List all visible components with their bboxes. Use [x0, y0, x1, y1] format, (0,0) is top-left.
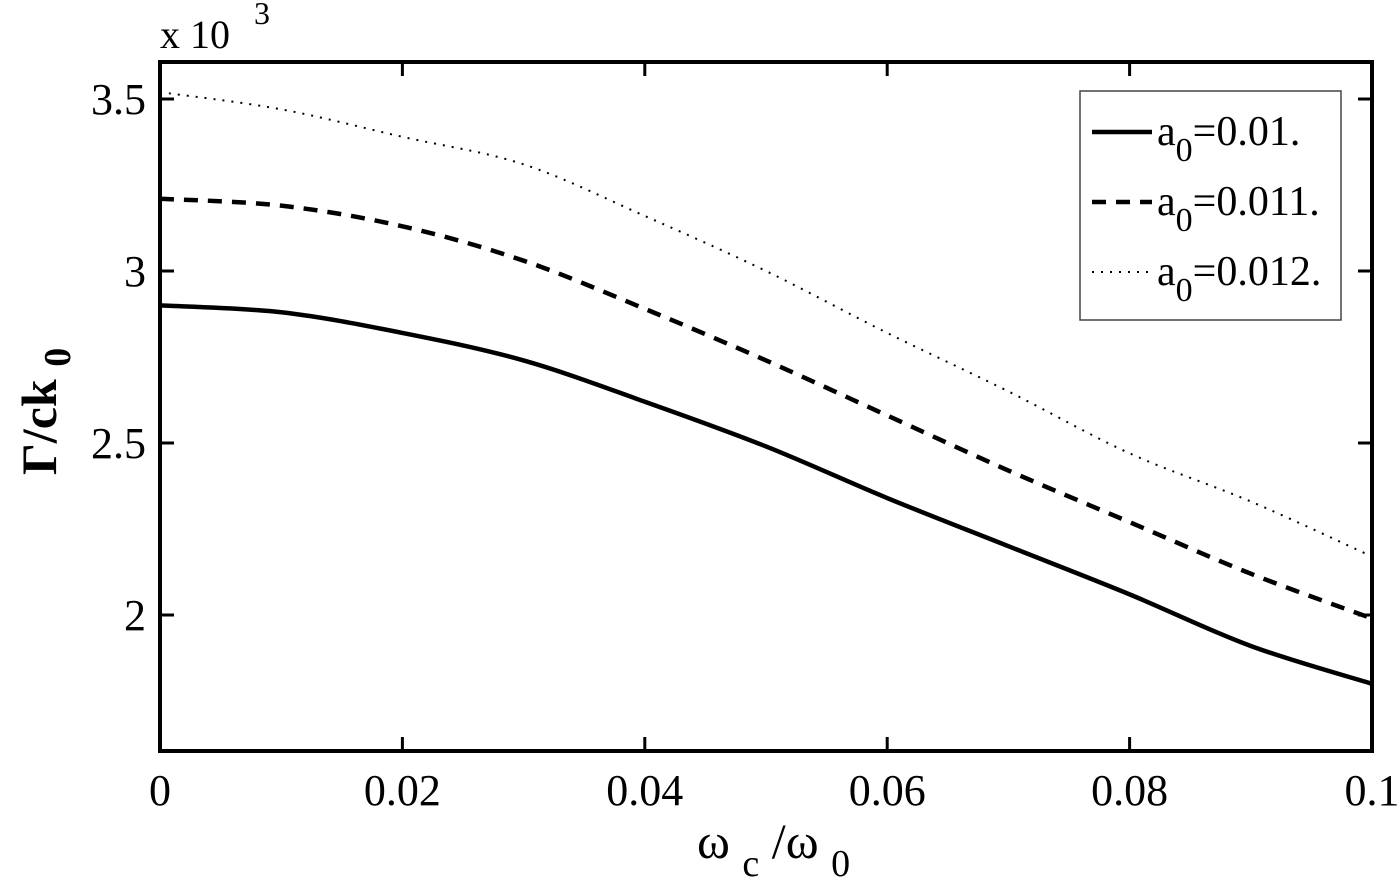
y-axis-ticks: 2 2.5 3 3.5	[91, 75, 1372, 640]
y-axis-label: Γ/ck 0	[11, 348, 79, 475]
x-tick-label: 0.06	[849, 766, 926, 815]
y-axis-exponent: x 10 3	[160, 0, 270, 57]
data-series	[159, 91, 1373, 686]
y-label-main: Γ/ck	[11, 379, 67, 475]
y-label-sub: 0	[37, 348, 79, 367]
legend-label: a0=0.01.	[1157, 109, 1300, 169]
x-axis-label: ω c /ω 0	[697, 813, 850, 886]
y-tick-label: 2.5	[91, 419, 146, 468]
x-label-0-sub: 0	[831, 843, 850, 885]
legend-items: a0=0.01. a0=0.011. a0=0.012.	[1092, 109, 1321, 309]
x-label-c-sub: c	[742, 843, 759, 885]
svg-text:Γ/ck 0: Γ/ck 0	[11, 348, 79, 475]
series-line-dashed	[159, 196, 1373, 621]
x-axis-ticks: 0 0.02 0.04 0.06 0.08 0.1	[149, 62, 1400, 815]
x-tick-label: 0.1	[1345, 766, 1400, 815]
y-tick-label: 3.5	[91, 75, 146, 124]
legend-label: a0=0.011.	[1157, 179, 1320, 239]
series-line-dotted	[159, 91, 1373, 558]
x-tick-label: 0	[149, 766, 171, 815]
series-line-solid	[159, 303, 1373, 686]
exponent-prefix: x 10	[160, 12, 230, 57]
legend: a0=0.01. a0=0.011. a0=0.012.	[1079, 90, 1342, 321]
plot-frame	[158, 60, 1374, 753]
plot-area: 0 0.02 0.04 0.06 0.08 0.1 2 2.5 3 3.5	[91, 60, 1400, 815]
x-label-omega0: /ω	[772, 813, 819, 869]
y-tick-label: 3	[124, 247, 146, 296]
legend-label: a0=0.012.	[1157, 249, 1321, 309]
legend-box	[1079, 90, 1342, 321]
x-tick-label: 0.02	[364, 766, 441, 815]
exponent-power: 3	[254, 0, 270, 31]
x-tick-label: 0.08	[1091, 766, 1168, 815]
x-label-omega: ω	[697, 813, 730, 869]
x-tick-label: 0.04	[606, 766, 683, 815]
y-tick-label: 2	[124, 591, 146, 640]
